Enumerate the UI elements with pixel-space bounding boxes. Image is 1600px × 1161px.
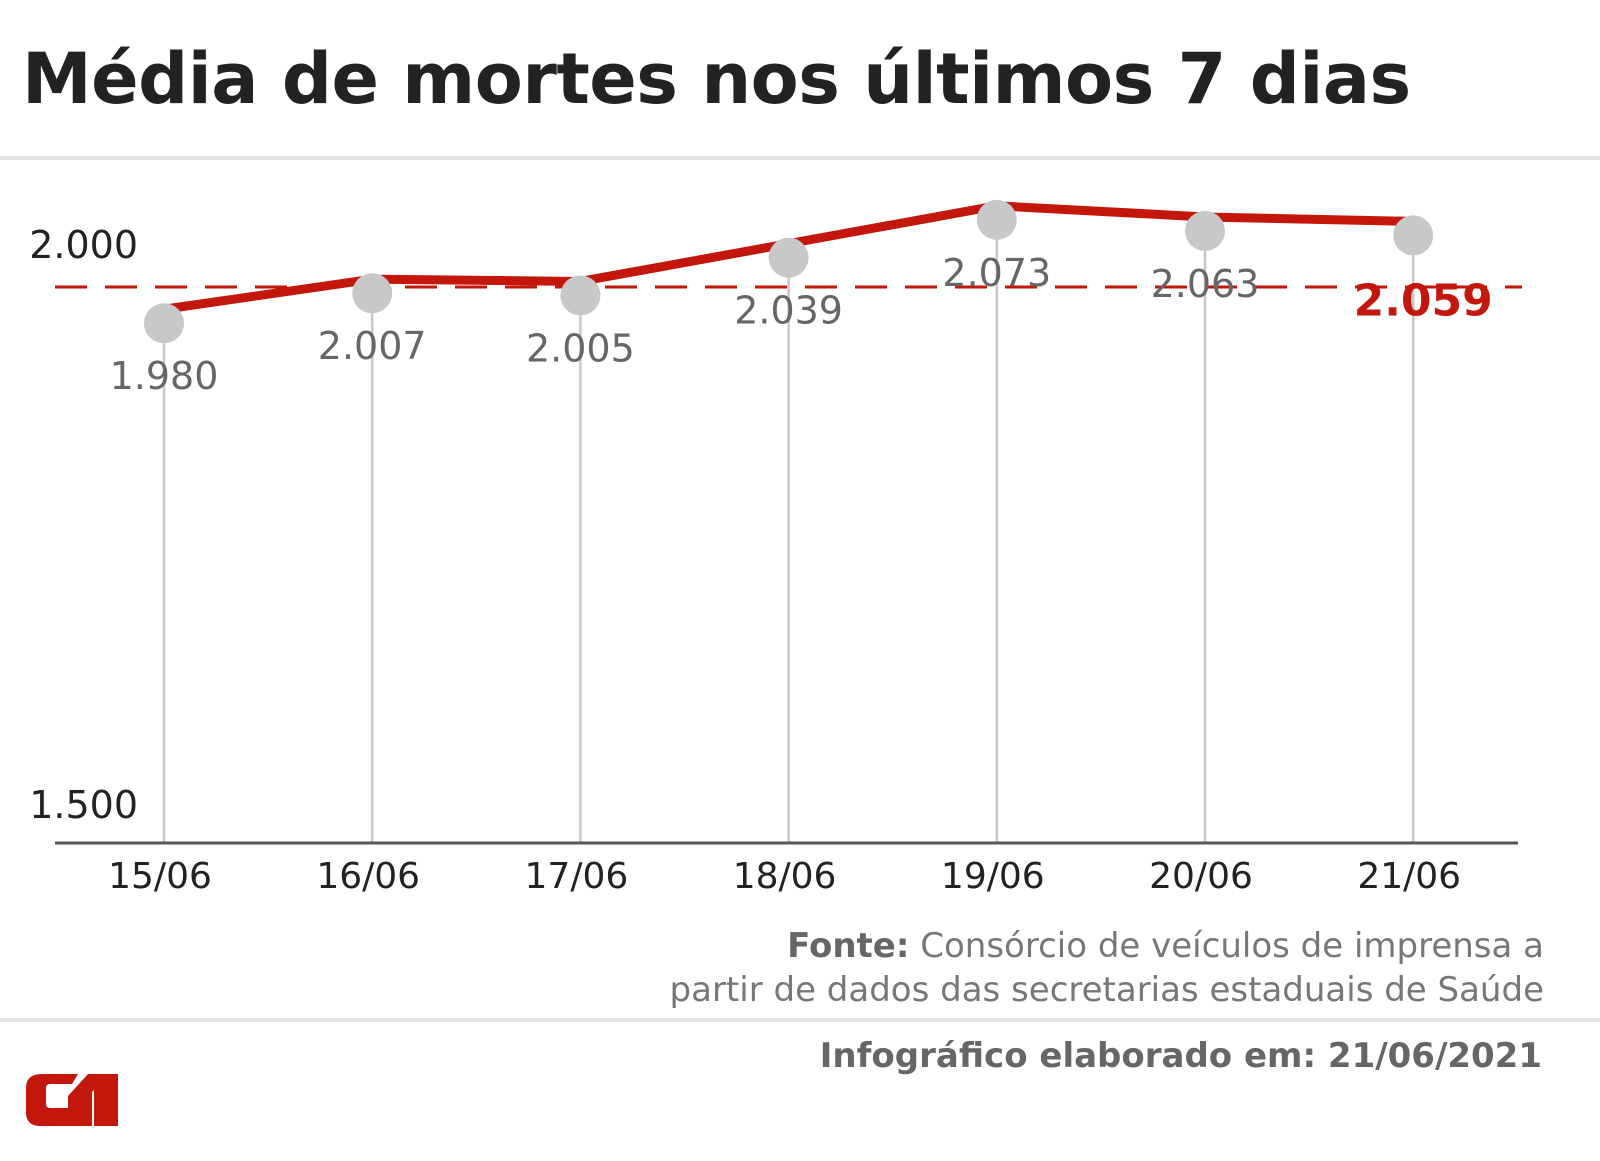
data-point bbox=[768, 237, 809, 278]
x-tick-label: 17/06 bbox=[525, 856, 629, 897]
data-label: 2.039 bbox=[734, 289, 843, 333]
footer-divider bbox=[0, 1018, 1600, 1022]
y-tick-label: 2.000 bbox=[29, 223, 138, 267]
line-chart: 2.000 1.500 1.980 15/06 2.007 16/06 2.005 17/06… bbox=[29, 199, 1522, 897]
data-point bbox=[1393, 215, 1434, 256]
data-label: 1.980 bbox=[110, 354, 219, 398]
data-label: 2.007 bbox=[318, 324, 427, 368]
data-point bbox=[144, 303, 184, 344]
x-tick-label: 15/06 bbox=[108, 856, 212, 897]
x-tick-label: 18/06 bbox=[733, 856, 837, 897]
x-tick-label: 16/06 bbox=[316, 856, 420, 897]
data-label: 2.005 bbox=[526, 326, 635, 370]
title-divider bbox=[0, 156, 1600, 160]
data-point bbox=[560, 275, 601, 316]
data-point bbox=[352, 273, 393, 314]
highlight-value-label: 2.059 bbox=[1354, 275, 1493, 326]
source-line1: Consórcio de veículos de imprensa a bbox=[920, 926, 1544, 966]
chart-title: Média de mortes nos últimos 7 dias bbox=[22, 38, 1411, 120]
made-date: Infográfico elaborado em: 21/06/2021 bbox=[819, 1036, 1542, 1076]
data-label: 2.063 bbox=[1151, 262, 1260, 306]
data-label: 2.073 bbox=[942, 251, 1051, 295]
data-point bbox=[976, 199, 1017, 240]
x-tick-label: 21/06 bbox=[1357, 856, 1461, 897]
data-point bbox=[1185, 210, 1225, 251]
source-note: Fonte: Consórcio de veículos de imprensa… bbox=[670, 924, 1544, 1012]
source-line2: partir de dados das secretarias estaduai… bbox=[669, 970, 1544, 1010]
x-tick-label: 20/06 bbox=[1149, 856, 1253, 897]
g1-logo bbox=[26, 1074, 118, 1126]
source-label: Fonte: bbox=[787, 926, 910, 966]
y-tick-label: 1.500 bbox=[29, 783, 138, 827]
x-tick-label: 19/06 bbox=[941, 856, 1045, 897]
